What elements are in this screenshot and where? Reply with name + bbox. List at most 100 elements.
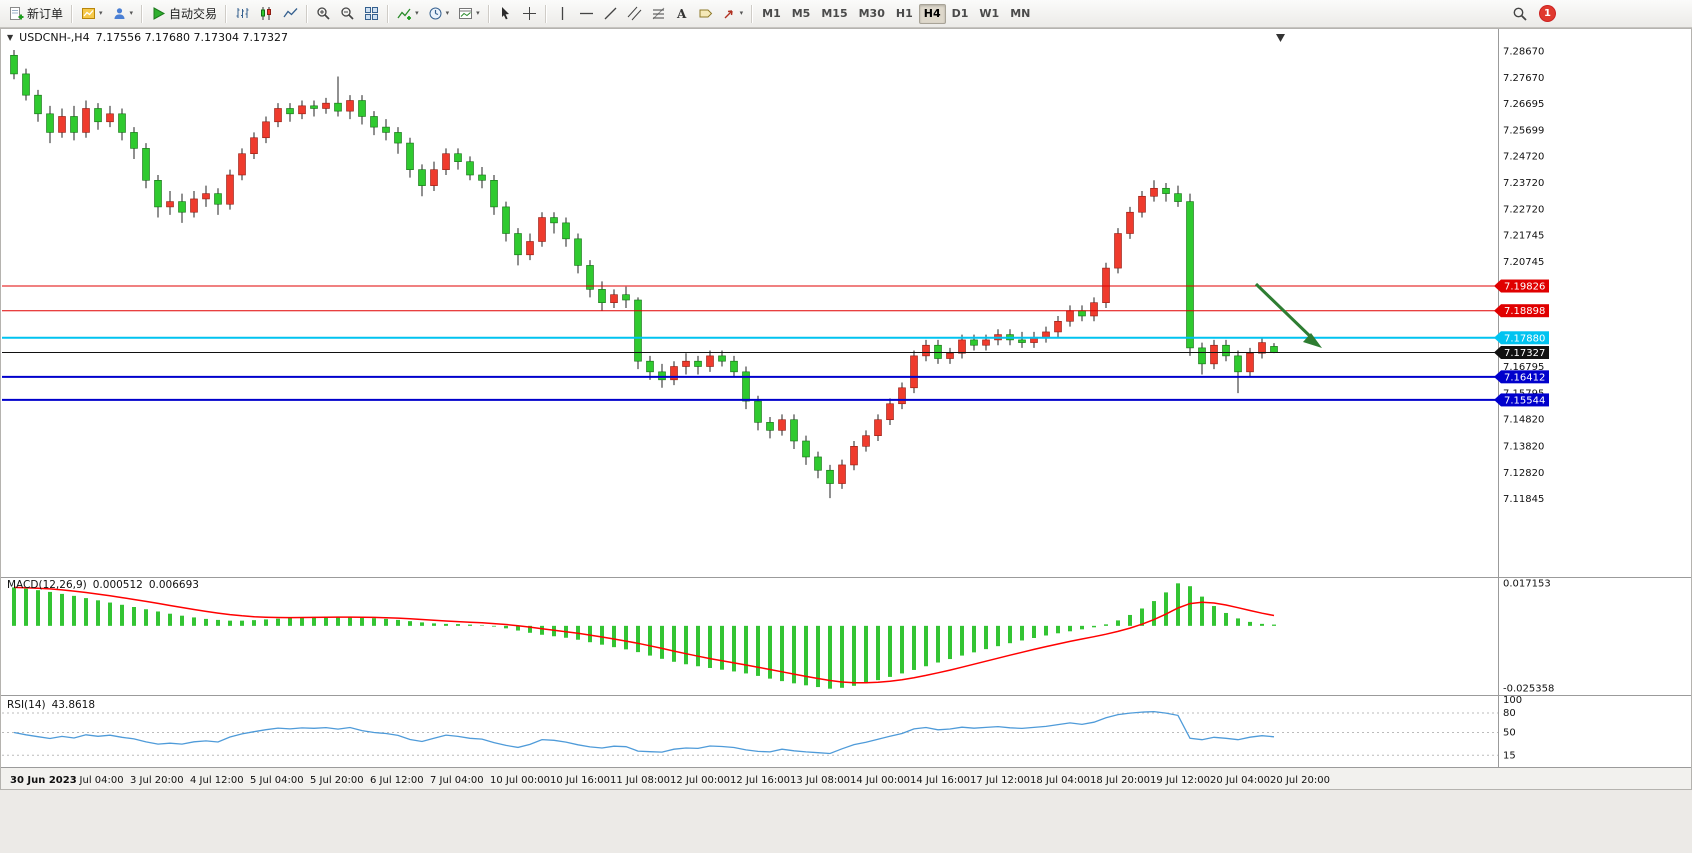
- svg-text:50: 50: [1503, 728, 1516, 739]
- clock-icon: [429, 7, 442, 20]
- svg-text:12 Jul 00:00: 12 Jul 00:00: [670, 775, 730, 786]
- templates-button[interactable]: ▾: [454, 3, 484, 25]
- svg-text:80: 80: [1503, 708, 1516, 719]
- zoom-out-button[interactable]: [336, 3, 359, 25]
- svg-text:7.22720: 7.22720: [1503, 205, 1544, 216]
- toolbar-separator: [306, 4, 309, 23]
- label-icon: [699, 9, 712, 18]
- fibonacci-tool-button[interactable]: [647, 3, 670, 25]
- price-tag[interactable]: 7.16412: [1494, 370, 1549, 384]
- price-tag[interactable]: 7.17327: [1494, 345, 1549, 359]
- svg-text:7.13820: 7.13820: [1503, 441, 1544, 452]
- svg-text:14 Jul 00:00: 14 Jul 00:00: [850, 775, 910, 786]
- price-tag[interactable]: 7.17880: [1494, 331, 1549, 345]
- shift-marker-icon[interactable]: [1276, 34, 1285, 42]
- price-tag[interactable]: 7.18898: [1494, 304, 1549, 318]
- new-chart-button[interactable]: ▾: [77, 3, 107, 25]
- svg-text:7.17327: 7.17327: [1504, 348, 1545, 359]
- new-order-icon: [10, 7, 24, 20]
- svg-text:7.14820: 7.14820: [1503, 415, 1544, 426]
- candlestick-mode-button[interactable]: [255, 3, 278, 25]
- chart-canvas[interactable]: 7.28670 7.27670 7.26695 7.25699 7.24720 7.237…: [0, 28, 1692, 853]
- svg-text:15: 15: [1503, 750, 1516, 761]
- timeframe-m5-button[interactable]: M5: [787, 4, 816, 24]
- zoom-in-button[interactable]: [312, 3, 335, 25]
- dropdown-caret-icon: ▾: [99, 9, 103, 17]
- zoom-out-icon: [341, 7, 354, 20]
- autotrade-icon: [153, 7, 166, 20]
- indicators-button[interactable]: ▾: [393, 3, 423, 25]
- text-tool-icon: A: [676, 6, 687, 21]
- toolbar-separator: [487, 4, 490, 23]
- price-tag[interactable]: 7.19826: [1494, 279, 1549, 293]
- svg-text:7 Jul 04:00: 7 Jul 04:00: [430, 775, 484, 786]
- new-chart-icon: [82, 8, 96, 19]
- tile-windows-icon: [365, 7, 379, 20]
- label-tool-button[interactable]: [694, 3, 717, 25]
- timeframe-h1-button[interactable]: H1: [891, 4, 918, 24]
- channel-tool-button[interactable]: [623, 3, 646, 25]
- crosshair-tool-button[interactable]: [518, 3, 541, 25]
- vertical-line-tool-button[interactable]: [551, 3, 574, 25]
- dropdown-caret-icon: ▾: [415, 9, 419, 17]
- toolbar-separator: [544, 4, 547, 23]
- arrows-tool-button[interactable]: ▾: [718, 3, 748, 25]
- macd-signal-line: [13, 586, 1275, 684]
- line-chart-icon: [283, 8, 298, 18]
- svg-text:7.12820: 7.12820: [1503, 468, 1544, 479]
- horizontal-line-icon: [579, 12, 593, 15]
- trendline-tool-button[interactable]: [599, 3, 622, 25]
- template-icon: [459, 8, 473, 19]
- timeframe-w1-button[interactable]: W1: [974, 4, 1004, 24]
- notification-badge[interactable]: 1: [1540, 6, 1555, 21]
- toolbar: 新订单 ▾ ▾ 自动交易: [0, 0, 1692, 28]
- symbol-dropdown-icon[interactable]: ▼: [7, 33, 14, 42]
- dropdown-caret-icon: ▾: [739, 9, 744, 17]
- horizontal-line-tool-button[interactable]: [575, 3, 598, 25]
- bar-chart-mode-button[interactable]: [231, 3, 254, 25]
- svg-text:7.26695: 7.26695: [1503, 99, 1544, 110]
- zoom-in-icon: [317, 7, 330, 20]
- svg-text:7.18898: 7.18898: [1504, 306, 1545, 317]
- autotrade-button[interactable]: 自动交易: [147, 3, 221, 25]
- svg-text:4 Jul 12:00: 4 Jul 12:00: [190, 775, 244, 786]
- candlestick-icon: [261, 7, 272, 20]
- text-tool-button[interactable]: A: [671, 3, 693, 25]
- tile-windows-button[interactable]: [360, 3, 383, 25]
- timeframe-mn-button[interactable]: MN: [1005, 4, 1035, 24]
- svg-text:5 Jul 20:00: 5 Jul 20:00: [310, 775, 364, 786]
- timeframe-d1-button[interactable]: D1: [947, 4, 974, 24]
- timeframe-m1-button[interactable]: M1: [757, 4, 786, 24]
- crosshair-icon: [522, 7, 536, 20]
- svg-text:-0.025358: -0.025358: [1503, 684, 1554, 695]
- timeframe-h4-button[interactable]: H4: [918, 3, 946, 24]
- profiles-button[interactable]: ▾: [108, 3, 138, 25]
- autotrade-label: 自动交易: [169, 7, 218, 21]
- cursor-tool-button[interactable]: [494, 3, 517, 25]
- svg-text:3 Jul 20:00: 3 Jul 20:00: [130, 775, 184, 786]
- timeframe-menu-button[interactable]: ▾: [424, 3, 454, 25]
- svg-text:7.20745: 7.20745: [1503, 257, 1544, 268]
- trend-arrow-annotation[interactable]: [1254, 282, 1322, 348]
- fibonacci-icon: [652, 7, 664, 20]
- svg-text:3 Jul 04:00: 3 Jul 04:00: [70, 775, 124, 786]
- dropdown-caret-icon: ▾: [476, 9, 480, 17]
- svg-text:7.17880: 7.17880: [1504, 333, 1545, 344]
- indicators-icon: [397, 8, 412, 20]
- new-order-button[interactable]: 新订单: [5, 3, 67, 25]
- timeframe-m15-button[interactable]: M15: [816, 4, 852, 24]
- search-button[interactable]: [1508, 3, 1532, 25]
- svg-text:7.25699: 7.25699: [1503, 125, 1544, 136]
- dropdown-caret-icon: ▾: [445, 9, 450, 17]
- price-tag[interactable]: 7.15544: [1494, 393, 1549, 407]
- channel-icon: [627, 6, 641, 21]
- svg-text:7.23720: 7.23720: [1503, 178, 1544, 189]
- svg-text:7.24720: 7.24720: [1503, 151, 1544, 162]
- timeframe-m30-button[interactable]: M30: [854, 4, 890, 24]
- line-chart-mode-button[interactable]: [279, 3, 302, 25]
- svg-text:10 Jul 16:00: 10 Jul 16:00: [550, 775, 610, 786]
- svg-text:7.16795: 7.16795: [1503, 362, 1544, 373]
- svg-text:20 Jul 20:00: 20 Jul 20:00: [1270, 775, 1330, 786]
